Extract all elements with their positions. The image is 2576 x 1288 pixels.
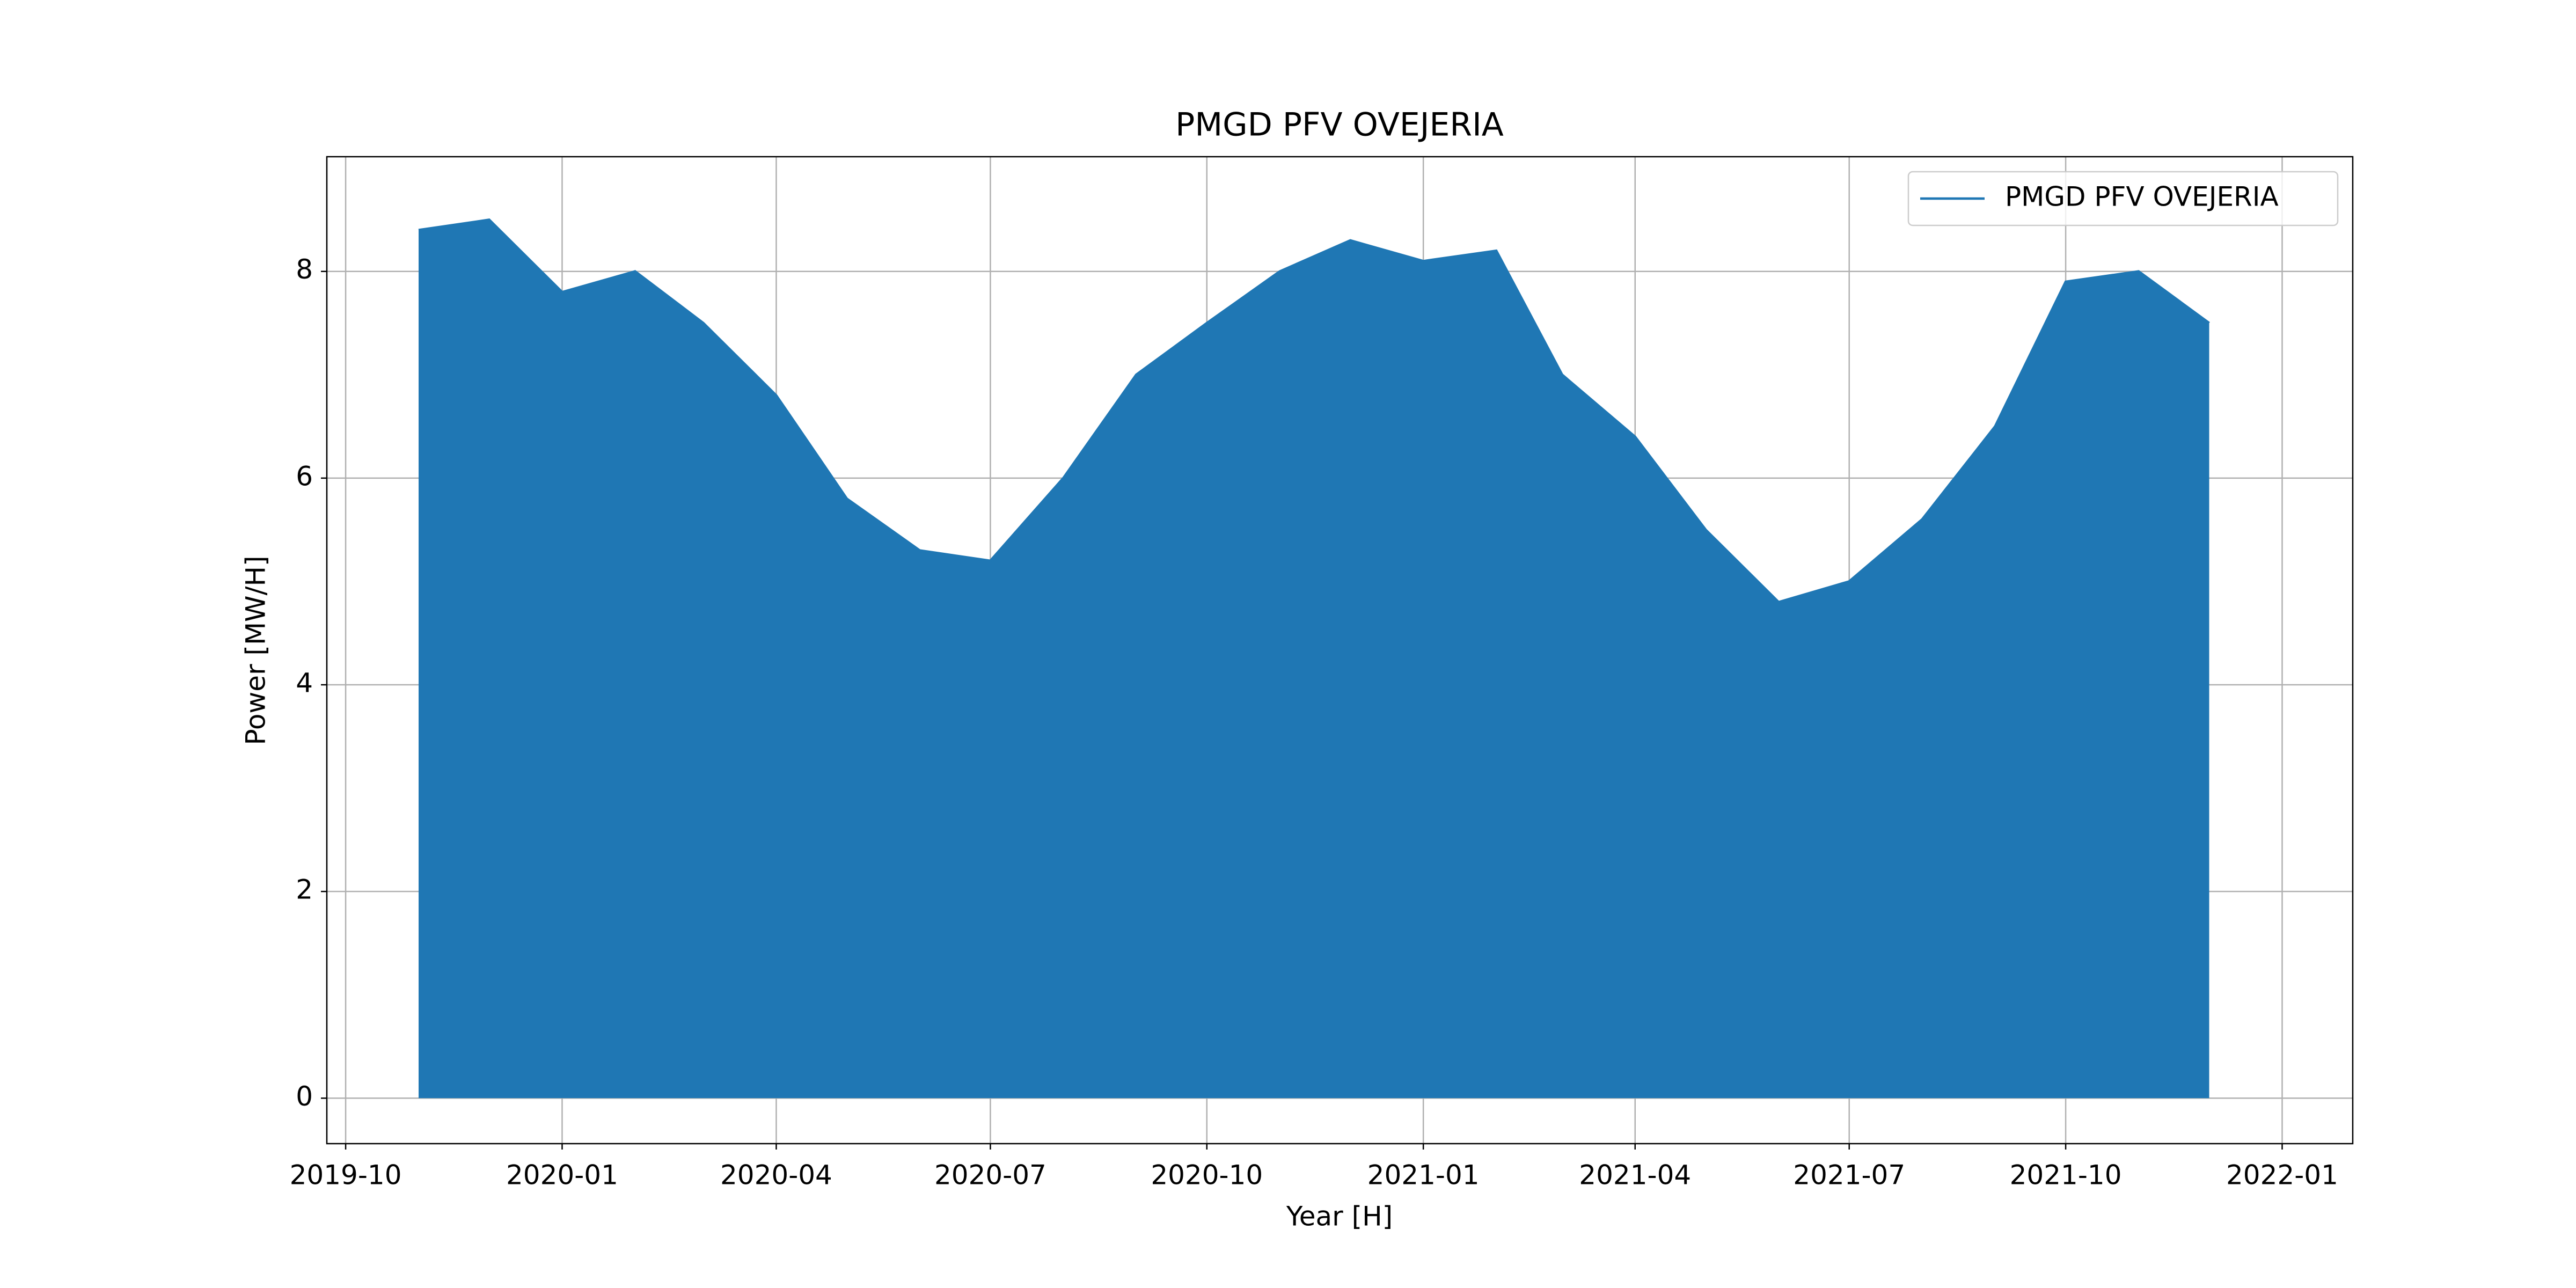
- x-tick-label: 2021-07: [1793, 1160, 1905, 1191]
- y-tick-label: 4: [296, 668, 313, 699]
- y-tick-label: 2: [296, 874, 313, 905]
- x-tick-label: 2020-01: [506, 1160, 618, 1191]
- x-axis-label: Year [H]: [1286, 1201, 1393, 1232]
- series-area: [419, 219, 2209, 1099]
- series-line: [418, 218, 2210, 604]
- x-tick-label: 2019-10: [290, 1160, 402, 1191]
- x-tick-label: 2021-01: [1367, 1160, 1480, 1191]
- y-tick-label: 8: [296, 254, 313, 285]
- y-axis-label: Power [MW/H]: [240, 555, 272, 745]
- x-tick-label: 2021-04: [1579, 1160, 1691, 1191]
- y-tick-label: 0: [296, 1081, 313, 1112]
- x-tick-label: 2021-10: [2010, 1160, 2122, 1191]
- y-tick-label: 6: [296, 460, 313, 492]
- legend-box: [1907, 171, 2339, 226]
- legend-label: PMGD PFV OVEJERIA: [2005, 181, 2279, 213]
- chart-title: PMGD PFV OVEJERIA: [1175, 106, 1504, 144]
- plot-frame: [326, 156, 2354, 1145]
- x-tick-label: 2020-10: [1151, 1160, 1263, 1191]
- x-tick-label: 2020-04: [720, 1160, 832, 1191]
- x-tick-label: 2020-07: [934, 1160, 1046, 1191]
- x-tick-label: 2022-01: [2226, 1160, 2338, 1191]
